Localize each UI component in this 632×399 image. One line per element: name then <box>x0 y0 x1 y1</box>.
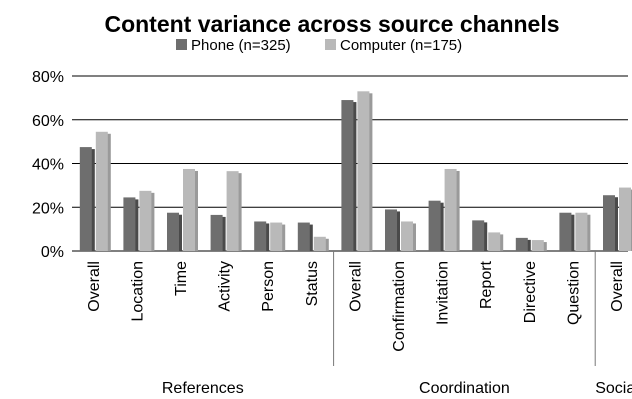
y-tick-label: 60% <box>32 113 64 130</box>
bar <box>428 200 441 251</box>
bar <box>515 237 528 251</box>
bar <box>297 222 310 251</box>
bar <box>254 221 267 251</box>
x-tick-label: Directive <box>522 261 539 323</box>
x-tick-label: Activity <box>217 261 234 312</box>
bar <box>95 131 108 251</box>
legend-swatch-phone <box>176 39 187 50</box>
x-tick-label: Invitation <box>435 261 452 325</box>
y-tick-label: 40% <box>32 157 64 174</box>
bar <box>401 221 413 251</box>
bar <box>444 168 457 251</box>
legend-label-phone: Phone (n=325) <box>191 37 291 54</box>
group-label: References <box>162 380 244 397</box>
legend: Phone (n=325) Computer (n=175) <box>176 37 462 54</box>
y-tick-label: 0% <box>41 244 64 261</box>
x-tick-label: Overall <box>609 261 626 312</box>
y-tick-label: 20% <box>32 200 64 217</box>
group-label: Social <box>595 380 632 397</box>
bar <box>210 214 223 251</box>
bar <box>226 171 239 251</box>
bar <box>619 187 631 251</box>
bars <box>79 91 632 251</box>
x-tick-label: Overall <box>347 261 364 312</box>
x-tick-label: Location <box>129 261 146 322</box>
y-axis: 0% 20% 40% 60% 80% <box>32 69 64 261</box>
bar <box>313 236 326 251</box>
x-tick-label: Person <box>260 261 277 312</box>
y-tick-label: 80% <box>32 69 64 86</box>
bar <box>531 240 544 251</box>
bar <box>183 168 195 251</box>
legend-label-computer: Computer (n=175) <box>340 37 462 54</box>
x-tick-label: Status <box>304 261 321 306</box>
bar <box>167 212 179 251</box>
x-tick-label: Question <box>565 261 582 325</box>
x-tick-label: Report <box>478 260 495 309</box>
bar <box>472 220 485 251</box>
x-tick-label: Overall <box>86 261 103 312</box>
bar <box>123 197 136 251</box>
legend-swatch-computer <box>325 39 336 50</box>
x-axis: Overall Location Time Activity Person Status O… <box>86 260 626 351</box>
bar <box>357 91 370 251</box>
bar <box>341 100 354 251</box>
bar <box>603 195 615 251</box>
bar <box>139 190 152 251</box>
group-separators <box>333 251 596 366</box>
x-tick-label: Time <box>173 261 190 296</box>
bar <box>270 222 283 251</box>
group-labels: References Coordination Social <box>162 380 632 397</box>
bar <box>559 212 572 251</box>
x-tick-label: Confirmation <box>391 261 408 352</box>
chart-title: Content variance across source channels <box>104 11 559 37</box>
bar <box>575 212 588 251</box>
bar <box>79 147 92 251</box>
group-label: Coordination <box>419 380 510 397</box>
bar <box>488 232 501 251</box>
bar <box>385 209 397 251</box>
